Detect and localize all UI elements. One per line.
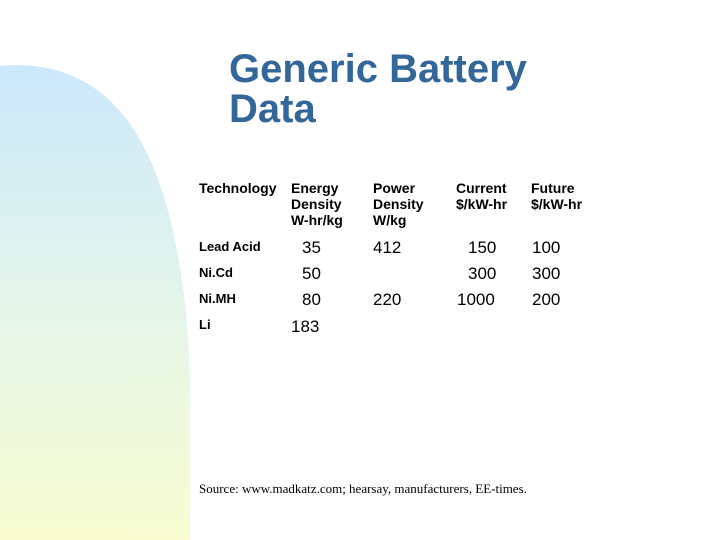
slide-title: Generic Battery Data — [229, 47, 527, 131]
cell-ni-mh-power-density: 220 — [373, 290, 402, 309]
cell-ni-mh-energy-density: 80 — [302, 290, 321, 309]
cell-lead-acid-energy-density: 35 — [302, 238, 321, 257]
header-future-cost-line2: $/kW-hr — [531, 196, 583, 212]
header-energy-density: Energy Density W-hr/kg — [291, 180, 343, 228]
header-power-density-line3: W/kg — [373, 212, 407, 228]
header-power-density-line1: Power — [373, 180, 416, 196]
header-energy-density-line3: W-hr/kg — [291, 212, 343, 228]
row-label-ni-mh: Ni.MH — [199, 291, 236, 306]
cell-lead-acid-future-cost: 100 — [532, 238, 561, 257]
cell-lead-acid-current-cost: 150 — [468, 238, 497, 257]
cell-lead-acid-power-density: 412 — [373, 238, 402, 257]
header-energy-density-line1: Energy — [291, 180, 339, 196]
header-future-cost-line1: Future — [531, 180, 575, 196]
header-current-cost-line1: Current — [456, 180, 507, 196]
source-citation: Source: www.madkatz.com; hearsay, manufa… — [199, 481, 527, 496]
cell-ni-mh-current-cost: 1000 — [457, 290, 495, 309]
cell-ni-cd-energy-density: 50 — [302, 264, 321, 283]
header-technology-line1: Technology — [199, 180, 277, 196]
header-technology: Technology — [199, 180, 277, 196]
row-label-lead-acid: Lead Acid — [199, 239, 261, 254]
cell-ni-cd-future-cost: 300 — [532, 264, 561, 283]
row-label-li: Li — [199, 317, 211, 332]
header-power-density-line2: Density — [373, 196, 424, 212]
row-label-ni-cd: Ni.Cd — [199, 265, 233, 280]
cell-li-energy-density: 183 — [291, 317, 320, 336]
header-energy-density-line2: Density — [291, 196, 342, 212]
header-power-density: Power Density W/kg — [373, 180, 424, 228]
header-future-cost: Future $/kW-hr — [531, 180, 582, 212]
header-current-cost-line2: $/kW-hr — [456, 196, 508, 212]
cell-ni-mh-future-cost: 200 — [532, 290, 561, 309]
header-current-cost: Current $/kW-hr — [456, 180, 507, 212]
cell-ni-cd-current-cost: 300 — [468, 264, 497, 283]
